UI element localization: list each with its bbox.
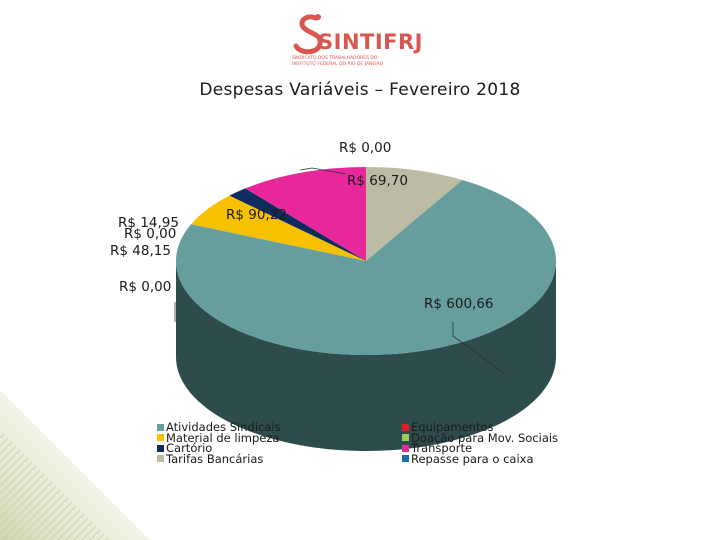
legend-item: Material de limpeza [157,430,281,445]
legend-item: Equipamentos [402,422,558,433]
legend-swatch [157,444,164,452]
legend-swatch [402,444,409,452]
data-label: R$ 0,00 [124,226,176,242]
corner-pattern [0,390,150,540]
leader-line [452,322,506,375]
legend-label: Material de limpeza [166,430,280,445]
legend-label: Cartório [166,441,213,455]
pie-slice [245,167,366,261]
pie-slice [229,188,366,261]
legend-label: Transporte [411,441,473,455]
logo-subtitle-line: INSTITUTO FEDERAL DO RIO DE JANEIRO [292,62,384,67]
logo-subtitle: SINDICATO DOS TRABALHADORES DO INSTITUTO… [292,56,422,68]
legend-label: Tarifas Bancárias [166,451,264,466]
data-label: R$ 0,00 [339,140,391,156]
data-label: R$ 14,95 [118,215,179,231]
pie-slice-side [176,261,556,451]
legend-item: Doação para Mov. Sociais [402,430,559,445]
chart-title: Despesas Variáveis – Fevereiro 2018 [199,80,521,100]
data-label: R$ 90,22 [226,207,287,223]
legend-swatch [402,455,409,463]
legend-right: Equipamentos Doação para Mov. Sociais Tran… [402,422,558,464]
legend-swatch [157,455,164,463]
leader-line [299,167,347,175]
data-label: R$ 69,70 [347,173,408,189]
legend-item: Repasse para o caixa [402,451,558,466]
legend-item: Cartório [157,443,281,454]
logo-icon [293,14,323,55]
legend-item: Tarifas Bancárias [157,451,281,466]
legend-swatch [402,423,409,431]
pie-slice [191,195,366,261]
legend-label: Repasse para o caixa [411,451,534,466]
data-label: R$ 0,00 [119,279,171,295]
legend-item: Atividades Sindicais [157,422,281,433]
legend-swatch [157,434,164,442]
legend-swatch [402,434,409,442]
pie-slice [175,179,556,355]
legend-label: Doação para Mov. Sociais [411,430,559,445]
legend-label: Atividades Sindicais [166,420,281,434]
legend-item: Transporte [402,443,558,454]
legend-label: Equipamentos [411,420,494,434]
logo-name: SINTIFRJ [318,30,423,54]
logo-subtitle-line: SINDICATO DOS TRABALHADORES DO [292,56,378,61]
data-label: R$ 600,66 [424,296,494,312]
data-label: R$ 48,15 [110,243,171,259]
legend-swatch [157,423,164,431]
legend-left: Atividades Sindicais Material de limpeza C… [157,422,281,464]
pie-slice [366,167,463,261]
